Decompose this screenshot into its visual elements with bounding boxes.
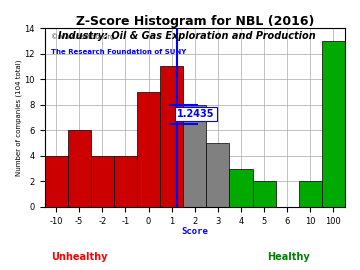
Bar bbox=[183, 105, 206, 207]
Bar bbox=[114, 156, 137, 207]
Bar bbox=[45, 156, 68, 207]
Text: 1.2435: 1.2435 bbox=[177, 109, 215, 119]
Text: Healthy: Healthy bbox=[267, 252, 309, 262]
Bar bbox=[252, 181, 276, 207]
Text: The Research Foundation of SUNY: The Research Foundation of SUNY bbox=[50, 49, 186, 55]
Bar bbox=[322, 41, 345, 207]
Text: Industry: Oil & Gas Exploration and Production: Industry: Oil & Gas Exploration and Prod… bbox=[58, 31, 316, 41]
Title: Z-Score Histogram for NBL (2016): Z-Score Histogram for NBL (2016) bbox=[76, 15, 314, 28]
Text: ©www.textbiz.org: ©www.textbiz.org bbox=[50, 33, 114, 40]
Bar bbox=[299, 181, 322, 207]
Y-axis label: Number of companies (104 total): Number of companies (104 total) bbox=[15, 59, 22, 176]
Bar bbox=[137, 92, 160, 207]
X-axis label: Score: Score bbox=[181, 227, 208, 236]
Bar bbox=[91, 156, 114, 207]
Bar bbox=[160, 66, 183, 207]
Text: Unhealthy: Unhealthy bbox=[51, 252, 107, 262]
Bar bbox=[206, 143, 229, 207]
Bar bbox=[68, 130, 91, 207]
Bar bbox=[229, 169, 252, 207]
